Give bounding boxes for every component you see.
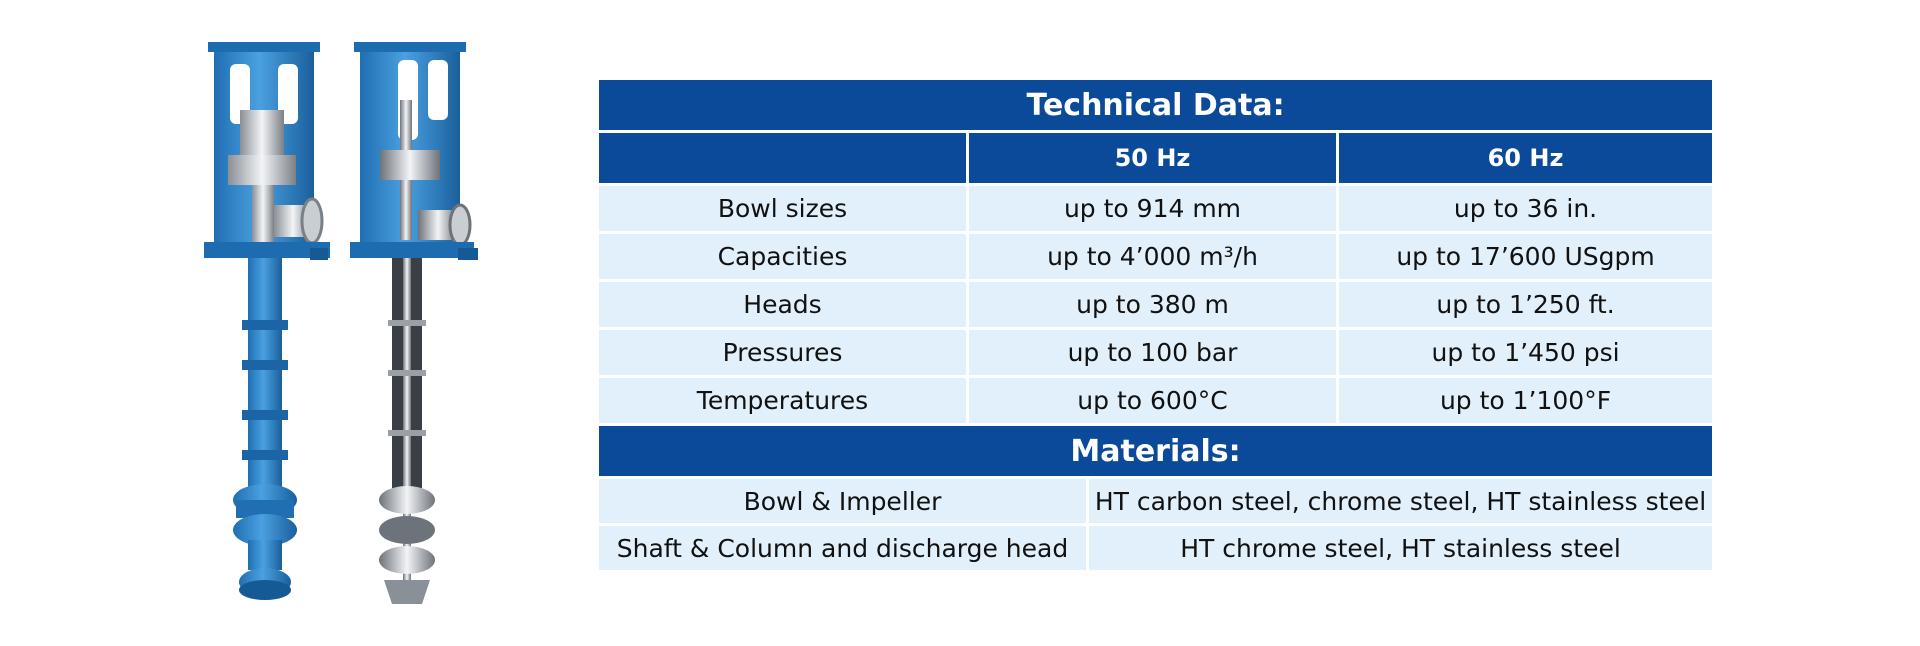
table-row: Bowl sizes up to 914 mm up to 36 in. bbox=[596, 183, 1716, 234]
table-row: Capacities up to 4’000 m³/h up to 17’600… bbox=[596, 231, 1716, 282]
value-60hz: up to 17’600 USgpm bbox=[1335, 231, 1716, 282]
value-50hz: up to 600°C bbox=[966, 375, 1339, 426]
row-label: Capacities bbox=[596, 231, 969, 282]
header-blank-cell bbox=[596, 130, 969, 186]
material-label: Bowl & Impeller bbox=[596, 476, 1089, 526]
value-50hz: up to 4’000 m³/h bbox=[966, 231, 1339, 282]
frequency-header-row: 50 Hz 60 Hz bbox=[596, 130, 1716, 186]
technical-data-title-row: Technical Data: bbox=[595, 77, 1716, 133]
value-60hz: up to 1’450 psi bbox=[1335, 327, 1716, 378]
row-label: Heads bbox=[596, 279, 969, 330]
table-row: Heads up to 380 m up to 1’250 ft. bbox=[596, 279, 1716, 330]
vertical-pump-cutaway-image bbox=[350, 42, 478, 604]
header-50hz: 50 Hz bbox=[966, 130, 1339, 186]
material-value: HT carbon steel, chrome steel, HT stainl… bbox=[1085, 476, 1716, 526]
value-50hz: up to 380 m bbox=[966, 279, 1339, 330]
table-row: Temperatures up to 600°C up to 1’100°F bbox=[596, 375, 1716, 426]
value-60hz: up to 1’100°F bbox=[1335, 375, 1716, 426]
value-50hz: up to 914 mm bbox=[966, 183, 1339, 234]
materials-row: Bowl & Impeller HT carbon steel, chrome … bbox=[596, 476, 1716, 526]
materials-row: Shaft & Column and discharge head HT chr… bbox=[596, 523, 1716, 573]
technical-data-table: Technical Data: 50 Hz 60 Hz Bowl sizes u… bbox=[595, 77, 1716, 573]
material-value: HT chrome steel, HT stainless steel bbox=[1085, 523, 1716, 573]
row-label: Temperatures bbox=[596, 375, 969, 426]
materials-title: Materials: bbox=[595, 423, 1716, 479]
value-60hz: up to 36 in. bbox=[1335, 183, 1716, 234]
vertical-pump-exterior-image bbox=[204, 42, 330, 600]
material-label: Shaft & Column and discharge head bbox=[596, 523, 1089, 573]
table-row: Pressures up to 100 bar up to 1’450 psi bbox=[596, 327, 1716, 378]
value-60hz: up to 1’250 ft. bbox=[1335, 279, 1716, 330]
materials-title-row: Materials: bbox=[595, 423, 1716, 479]
pump-illustrations bbox=[190, 30, 520, 610]
value-50hz: up to 100 bar bbox=[966, 327, 1339, 378]
row-label: Bowl sizes bbox=[596, 183, 969, 234]
technical-data-title: Technical Data: bbox=[595, 77, 1716, 133]
row-label: Pressures bbox=[596, 327, 969, 378]
header-60hz: 60 Hz bbox=[1335, 130, 1716, 186]
